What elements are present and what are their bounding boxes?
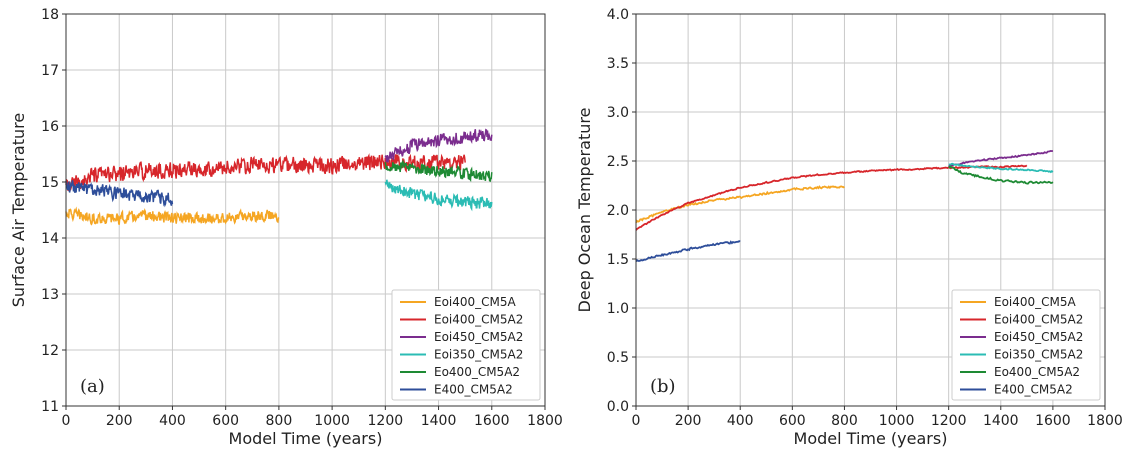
- legend-entry: E400_CM5A2: [994, 383, 1073, 397]
- series-line-Eoi450_CM5A2: [948, 149, 1054, 168]
- x-tick-label: 1200: [931, 413, 967, 429]
- x-tick-label: 1200: [368, 413, 404, 429]
- x-tick-label: 800: [266, 413, 293, 429]
- legend-entry: Eoi400_CM5A2: [994, 313, 1083, 327]
- x-tick-label: 0: [62, 413, 71, 429]
- y-tick-label: 4.0: [607, 7, 629, 23]
- x-tick-label: 1800: [527, 413, 563, 429]
- series-line-E400_CM5A2: [65, 180, 174, 208]
- y-tick-label: 2.5: [607, 154, 629, 170]
- y-axis-label: Surface Air Temperature: [9, 113, 28, 307]
- series-line-Eoi400_CM5A: [65, 206, 280, 226]
- series-line-Eoi450_CM5A2: [384, 128, 493, 163]
- panel-label-b: (b): [650, 376, 676, 397]
- y-tick-label: 11: [41, 399, 59, 415]
- x-tick-label: 1000: [314, 413, 350, 429]
- legend-entry: Eo400_CM5A2: [994, 365, 1080, 379]
- x-axis-label: Model Time (years): [229, 429, 383, 448]
- legend: Eoi400_CM5A Eoi400_CM5A2 Eoi450_CM5A2 Eoi35…: [391, 289, 541, 401]
- x-tick-label: 1000: [879, 413, 915, 429]
- y-tick-label: 18: [41, 7, 59, 23]
- series-line-Eo400_CM5A2: [384, 159, 493, 183]
- legend-entry: Eoi400_CM5A: [994, 295, 1077, 309]
- series-line-Eo400_CM5A2: [948, 165, 1054, 185]
- x-tick-label: 600: [779, 413, 806, 429]
- x-tick-label: 1400: [983, 413, 1019, 429]
- y-tick-label: 12: [41, 343, 59, 359]
- series-line-E400_CM5A2: [635, 240, 741, 263]
- chart-panel-b: 0 200 400 600 800 1000 1200 1400 1600 1800 0.0 0.5 1…: [575, 7, 1123, 448]
- x-tick-label: 600: [212, 413, 239, 429]
- series-line-Eoi400_CM5A2: [65, 153, 466, 191]
- series-line-Eoi400_CM5A2: [635, 164, 1028, 231]
- y-tick-label: 3.0: [607, 105, 629, 121]
- y-tick-label: 3.5: [607, 56, 629, 72]
- x-tick-label: 400: [727, 413, 754, 429]
- x-tick-label: 1400: [421, 413, 457, 429]
- y-tick-label: 14: [41, 231, 59, 247]
- legend-entry: Eo400_CM5A2: [434, 365, 520, 379]
- x-tick-label: 200: [675, 413, 702, 429]
- y-tick-label: 16: [41, 119, 59, 135]
- y-tick-label: 13: [41, 287, 59, 303]
- y-tick-label: 15: [41, 175, 59, 191]
- series-line-Eoi350_CM5A2: [948, 162, 1054, 174]
- series-line-Eoi350_CM5A2: [384, 179, 493, 212]
- y-tick-label: 0.0: [607, 399, 629, 415]
- legend-entry: Eoi450_CM5A2: [434, 330, 523, 344]
- y-tick-label: 1.0: [607, 301, 629, 317]
- legend-entry: E400_CM5A2: [434, 383, 513, 397]
- legend: Eoi400_CM5A Eoi400_CM5A2 Eoi450_CM5A2 Eoi35…: [951, 289, 1101, 401]
- x-tick-label: 1800: [1087, 413, 1123, 429]
- x-tick-label: 200: [106, 413, 133, 429]
- y-tick-label: 1.5: [607, 252, 629, 268]
- chart-panel-a: 0 200 400 600 800 1000 1200 1400 1600 1800 11 12 13 1…: [9, 7, 563, 448]
- x-tick-label: 400: [159, 413, 186, 429]
- x-axis-label: Model Time (years): [794, 429, 948, 448]
- y-tick-label: 2.0: [607, 203, 629, 219]
- legend-box: [951, 289, 1101, 401]
- y-tick-label: 0.5: [607, 350, 629, 366]
- x-tick-label: 1600: [1035, 413, 1071, 429]
- legend-box: [391, 289, 541, 401]
- x-tick-label: 1600: [474, 413, 510, 429]
- y-tick-label: 17: [41, 63, 59, 79]
- legend-entry: Eoi350_CM5A2: [434, 348, 523, 362]
- x-tick-label: 800: [831, 413, 858, 429]
- panel-label-a: (a): [80, 376, 105, 397]
- x-tick-label: 0: [632, 413, 641, 429]
- legend-entry: Eoi400_CM5A: [434, 295, 517, 309]
- axes-frame: [65, 13, 546, 407]
- legend-entry: Eoi400_CM5A2: [434, 313, 523, 327]
- legend-entry: Eoi450_CM5A2: [994, 330, 1083, 344]
- legend-entry: Eoi350_CM5A2: [994, 348, 1083, 362]
- y-axis-label: Deep Ocean Temperature: [575, 108, 594, 313]
